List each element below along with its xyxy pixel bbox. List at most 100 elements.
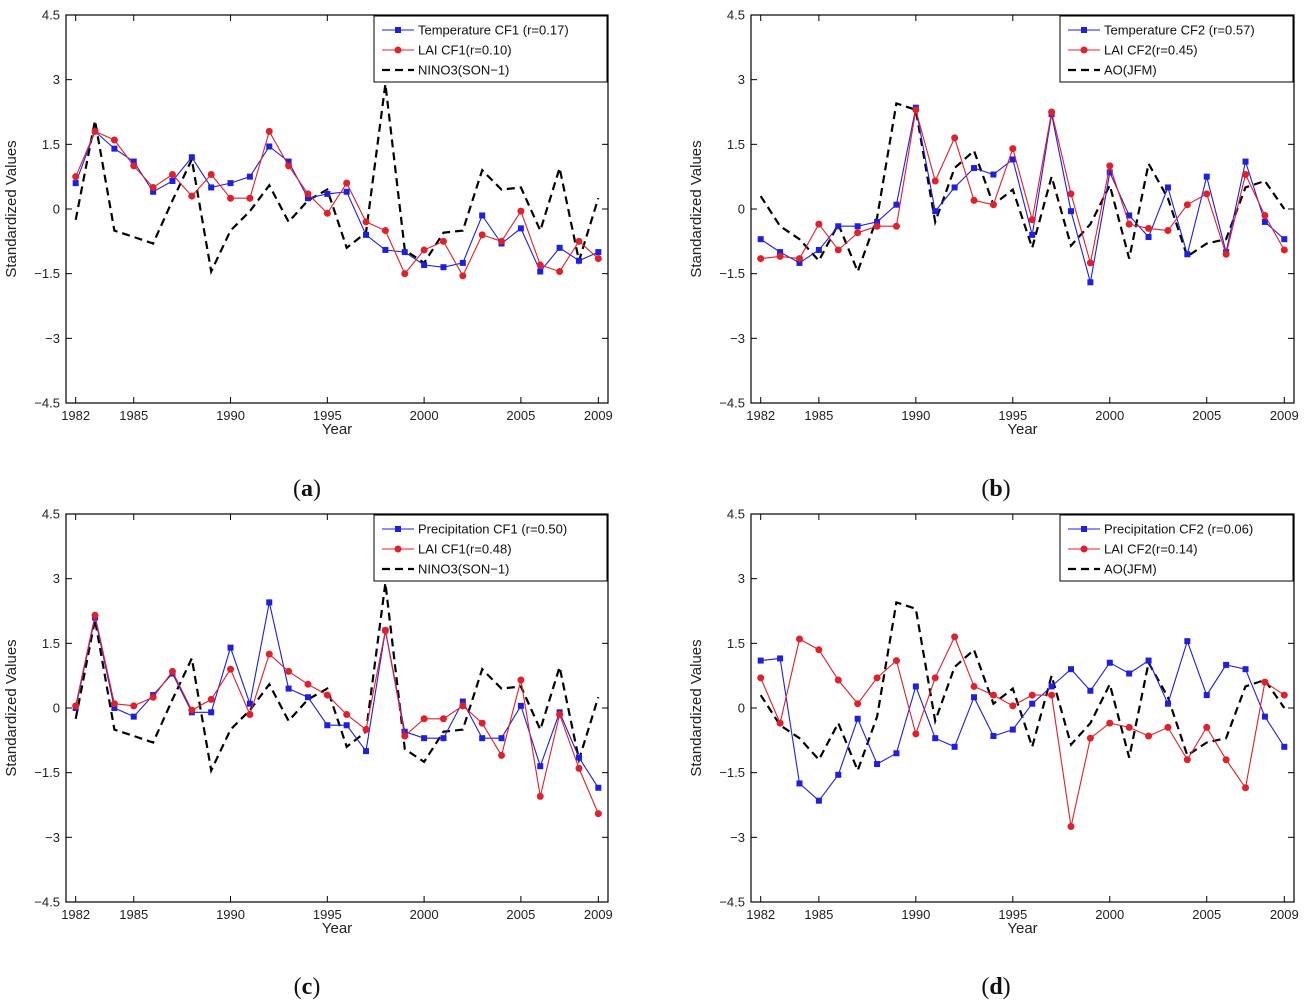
- legend-swatch-marker: [394, 46, 402, 54]
- x-tick-label: 2009: [1270, 408, 1299, 423]
- x-tick-label: 2005: [1192, 408, 1221, 423]
- legend-entry: LAI CF2(r=0.14): [1104, 542, 1198, 557]
- data-point-square: [1184, 251, 1191, 258]
- data-point-square: [440, 735, 447, 742]
- x-tick-label: 2005: [506, 907, 535, 922]
- panel-label-letter: c: [302, 974, 313, 1000]
- y-tick-label: 0: [738, 202, 745, 217]
- data-point-circle: [575, 764, 583, 772]
- data-point-square: [1126, 670, 1133, 677]
- series-line-blue: [75, 130, 599, 273]
- data-point-square: [893, 750, 900, 757]
- data-point-circle: [1145, 224, 1153, 232]
- data-point-square: [266, 599, 273, 606]
- data-point-circle: [285, 667, 293, 675]
- panel-label: (a): [293, 476, 321, 502]
- y-tick-label: 1.5: [727, 636, 745, 651]
- y-tick-label: 1.5: [42, 137, 60, 152]
- data-point-square: [556, 244, 563, 251]
- data-point-circle: [776, 252, 784, 260]
- data-point-circle: [1203, 190, 1211, 198]
- x-tick-label: 1985: [119, 907, 148, 922]
- data-point-square: [1087, 687, 1094, 694]
- data-point-circle: [168, 171, 176, 179]
- data-point-circle: [1183, 756, 1191, 764]
- data-point-circle: [246, 194, 254, 202]
- series-line-red: [760, 635, 1285, 827]
- y-tick-label: −3: [45, 830, 60, 845]
- data-point-circle: [517, 676, 525, 684]
- data-point-square: [208, 709, 215, 716]
- x-tick-label: 1995: [313, 408, 342, 423]
- y-tick-label: −4.5: [34, 895, 60, 910]
- data-point-circle: [227, 194, 235, 202]
- data-point-square: [932, 735, 939, 742]
- panel-label-open: (: [981, 476, 989, 502]
- data-point-circle: [1067, 823, 1075, 831]
- data-point-square: [285, 158, 292, 165]
- x-tick-label: 1990: [216, 408, 245, 423]
- data-point-circle: [1086, 734, 1094, 742]
- y-axis-label: Standardized Values: [3, 140, 20, 277]
- data-point-square: [188, 154, 195, 161]
- data-point-circle: [1280, 246, 1288, 254]
- data-point-circle: [1222, 756, 1230, 764]
- legend-entry: AO(JFM): [1104, 63, 1157, 78]
- legend-entry: Precipitation CF2 (r=0.06): [1104, 522, 1253, 537]
- data-point-square: [1242, 158, 1249, 165]
- x-tick-label: 1995: [313, 907, 342, 922]
- data-point-circle: [343, 710, 351, 718]
- data-point-square: [1184, 638, 1191, 645]
- x-tick-label: 1985: [804, 408, 833, 423]
- data-point-square: [990, 171, 997, 178]
- data-point-circle: [381, 227, 389, 235]
- data-point-circle: [498, 751, 506, 759]
- data-point-circle: [815, 220, 823, 228]
- x-tick-label: 1995: [998, 408, 1027, 423]
- data-point-square: [1242, 666, 1249, 673]
- data-point-square: [266, 143, 273, 150]
- data-point-square: [757, 657, 764, 664]
- data-point-circle: [1106, 162, 1114, 170]
- y-tick-label: 0: [53, 202, 60, 217]
- data-point-square: [401, 728, 408, 735]
- data-point-circle: [130, 162, 138, 170]
- data-point-square: [227, 644, 234, 651]
- data-point-circle: [498, 237, 506, 245]
- series-line-red: [760, 109, 1285, 264]
- y-tick-label: 4.5: [727, 507, 745, 522]
- data-point-square: [595, 249, 602, 256]
- data-point-circle: [72, 173, 80, 181]
- series-line-index: [759, 101, 1286, 275]
- y-tick-label: 3: [53, 571, 60, 586]
- data-point-square: [1164, 700, 1171, 707]
- data-point-square: [1009, 156, 1016, 163]
- data-point-square: [893, 201, 900, 208]
- data-point-circle: [989, 691, 997, 699]
- legend-entry: NINO3(SON−1): [418, 63, 509, 78]
- data-point-square: [912, 683, 919, 690]
- data-point-circle: [110, 136, 118, 144]
- series-line-index: [74, 83, 600, 276]
- data-point-circle: [207, 695, 215, 703]
- data-point-square: [1164, 184, 1171, 191]
- data-point-square: [1223, 661, 1230, 668]
- data-point-circle: [776, 719, 784, 727]
- data-point-circle: [594, 810, 602, 818]
- legend: Temperature CF2 (r=0.57) LAI CF2(r=0.45) A…: [1059, 15, 1294, 83]
- data-point-square: [854, 223, 861, 230]
- data-point-square: [951, 184, 958, 191]
- data-point-circle: [536, 261, 544, 269]
- chart-panel-b: −4.5 −3 −1.5 0 1.5 3 4.5 1982 1985 1990 1995 2000 20…: [688, 8, 1299, 439]
- data-point-circle: [91, 127, 99, 135]
- data-point-square: [815, 797, 822, 804]
- x-tick-label: 2009: [584, 408, 613, 423]
- data-point-square: [246, 700, 253, 707]
- data-point-square: [990, 733, 997, 740]
- x-axis-label: Year: [322, 421, 352, 438]
- legend: Temperature CF1 (r=0.17) LAI CF1(r=0.10) N…: [373, 15, 608, 83]
- data-point-circle: [1242, 171, 1250, 179]
- chart-panel-a: −4.5 −3 −1.5 0 1.5 3 4.5 1982 1985 1990 1995 2000 20…: [3, 8, 613, 439]
- data-point-square: [1281, 236, 1288, 243]
- y-tick-label: 3: [738, 571, 745, 586]
